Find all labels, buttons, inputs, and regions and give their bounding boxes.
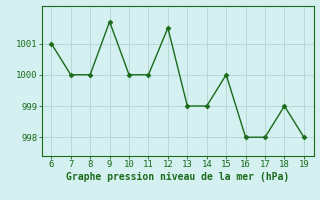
X-axis label: Graphe pression niveau de la mer (hPa): Graphe pression niveau de la mer (hPa): [66, 172, 289, 182]
